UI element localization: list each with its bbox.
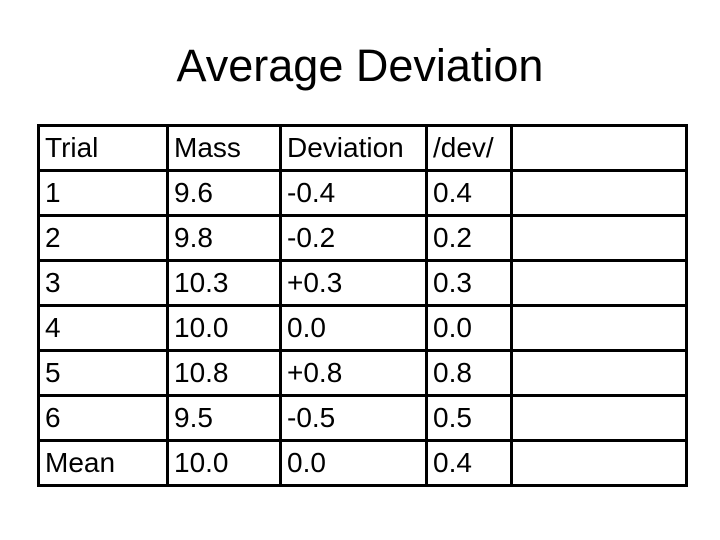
table-cell: -0.2 [279,214,428,262]
table-row: 5 10.8 +0.8 0.8 [37,349,688,397]
table-cell [510,169,688,217]
table-cell: 10.8 [166,349,282,397]
table-cell: 5 [37,349,169,397]
table-cell: -0.5 [279,394,428,442]
table-cell: 0.0 [425,304,513,352]
table-cell: 0.3 [425,259,513,307]
table-cell: 0.8 [425,349,513,397]
table-cell: 0.0 [279,304,428,352]
table-cell: 0.2 [425,214,513,262]
table-cell: 0.4 [425,439,513,487]
header-cell-abs-dev: /dev/ [425,124,513,172]
table-cell: 10.3 [166,259,282,307]
table-cell: 9.8 [166,214,282,262]
table-cell: 10.0 [166,304,282,352]
table-cell: +0.8 [279,349,428,397]
table-cell: 4 [37,304,169,352]
data-table: Trial Mass Deviation /dev/ 1 9.6 -0.4 0.… [37,124,688,487]
table-cell: 9.5 [166,394,282,442]
table-cell: 0.5 [425,394,513,442]
header-cell-mass: Mass [166,124,282,172]
table-cell: 3 [37,259,169,307]
header-cell-deviation: Deviation [279,124,428,172]
table-cell: 9.6 [166,169,282,217]
table-cell: 10.0 [166,439,282,487]
header-cell-trial: Trial [37,124,169,172]
table-row: 4 10.0 0.0 0.0 [37,304,688,352]
header-cell-empty [510,124,688,172]
table-cell: Mean [37,439,169,487]
table-cell [510,214,688,262]
table-cell [510,349,688,397]
table-row-mean: Mean 10.0 0.0 0.4 [37,439,688,487]
slide-title: Average Deviation [176,40,544,91]
table-cell: -0.4 [279,169,428,217]
table-cell: 0.4 [425,169,513,217]
table-cell [510,394,688,442]
table-cell [510,304,688,352]
table-cell: 0.0 [279,439,428,487]
table-cell: +0.3 [279,259,428,307]
table-cell [510,259,688,307]
table-cell [510,439,688,487]
table-row: 6 9.5 -0.5 0.5 [37,394,688,442]
table-row: 2 9.8 -0.2 0.2 [37,214,688,262]
table-row: 3 10.3 +0.3 0.3 [37,259,688,307]
table-row: 1 9.6 -0.4 0.4 [37,169,688,217]
table-header-row: Trial Mass Deviation /dev/ [37,124,688,172]
table-cell: 1 [37,169,169,217]
table-cell: 2 [37,214,169,262]
table-cell: 6 [37,394,169,442]
